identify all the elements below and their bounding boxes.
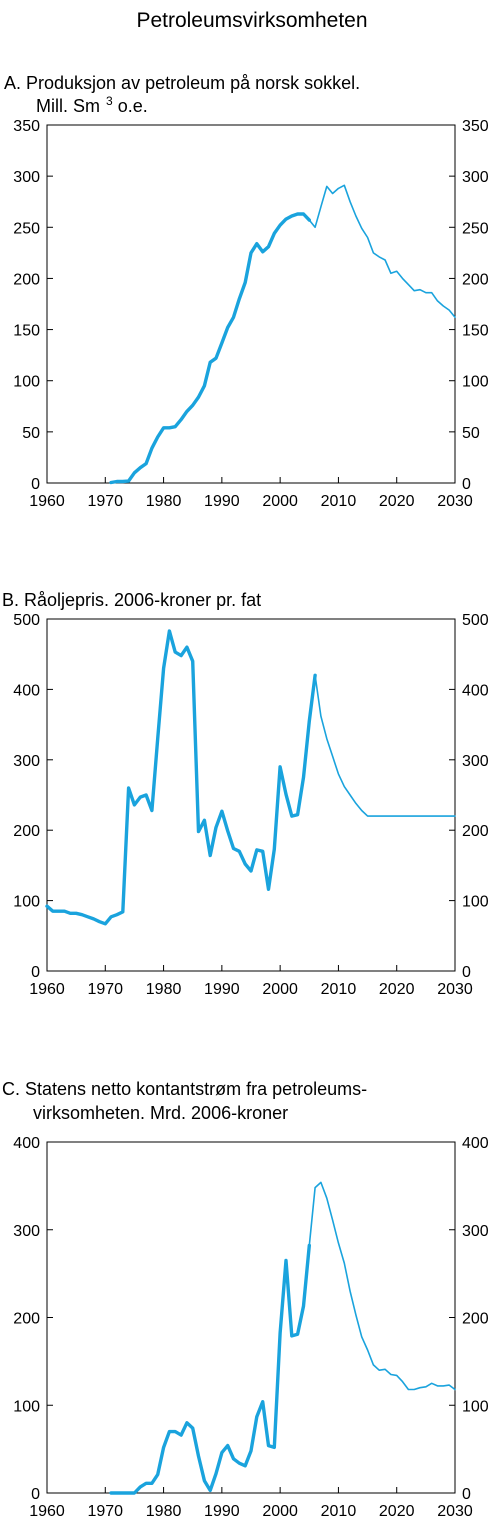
panel-a-ytick-label-right: 300 (462, 169, 489, 186)
panel-a-title-unit: Mill. Sm (36, 96, 100, 116)
panel-c-series-projection (308, 1181, 456, 1391)
panel-c-ytick-label-right: 0 (462, 1486, 471, 1503)
panel-a-xtick-label: 1980 (146, 493, 182, 510)
panel-c-title-line2: virksomheten. Mrd. 2006-kroner (33, 1103, 288, 1123)
panel-a-ytick-label-left: 250 (13, 220, 40, 237)
panel-c-xtick-label: 1960 (29, 1503, 65, 1520)
panel-c-ytick-label-right: 300 (462, 1223, 489, 1240)
panel-b: B. Råoljepris. 2006-kroner pr. fat 0 0 100… (2, 590, 489, 998)
panel-b-series-historical (45, 629, 317, 926)
panel-b-xtick-label: 1960 (29, 981, 65, 998)
panel-a-ytick-label-right: 50 (462, 425, 480, 442)
panel-b-xtick-label: 2020 (379, 981, 415, 998)
panel-a-series-projection (308, 184, 456, 319)
panel-b-series-projection (314, 674, 456, 817)
panel-a-ytick-label-right: 250 (462, 220, 489, 237)
panel-b-xtick-label: 1970 (87, 981, 123, 998)
panel-b-ytick-label-right: 100 (462, 894, 489, 911)
panel-c-xtick-label: 1990 (204, 1503, 240, 1520)
panel-a-xtick-label: 2030 (437, 493, 473, 510)
panel-c-ytick-label-left: 300 (13, 1223, 40, 1240)
panel-c-plot-frame (46, 1141, 456, 1494)
panel-a-ytick-label-left: 150 (13, 323, 40, 340)
panel-a-title-unit-end: o.e. (113, 96, 148, 116)
panel-c-ytick-label-left: 400 (13, 1135, 40, 1152)
panel-a-title-line1: A. Produksjon av petroleum på norsk sokk… (4, 73, 360, 93)
panel-a-plot-frame (46, 124, 456, 484)
panel-a-xtick-label: 1990 (204, 493, 240, 510)
panel-b-ytick-label-left: 500 (13, 612, 40, 629)
panel-c-xtick-label: 1970 (87, 1503, 123, 1520)
panel-b-xtick-label: 1980 (146, 981, 182, 998)
panel-a-ytick-label-left: 100 (13, 374, 40, 391)
panel-a: A. Produksjon av petroleum på norsk sokk… (4, 73, 489, 510)
panel-a-title-line2: Mill. Sm 3 o.e. (36, 94, 148, 116)
panel-c-xtick-label: 1980 (146, 1503, 182, 1520)
panel-a-ytick-label-left: 50 (22, 425, 40, 442)
panel-b-ytick-label-right: 300 (462, 753, 489, 770)
panel-c: C. Statens netto kontantstrøm fra petrol… (2, 1079, 489, 1520)
panel-b-xtick-label: 2010 (321, 981, 357, 998)
panel-c-xtick-label: 2030 (437, 1503, 473, 1520)
panel-b-ytick-label-left: 200 (13, 823, 40, 840)
panel-a-xtick-label: 1970 (87, 493, 123, 510)
panel-c-xtick-label: 2020 (379, 1503, 415, 1520)
panel-b-plot-frame (46, 618, 456, 972)
panel-a-ytick-label-left: 200 (13, 271, 40, 288)
panel-a-xtick-label: 1960 (29, 493, 65, 510)
panel-a-ytick-label-right: 0 (462, 476, 471, 493)
panel-b-ytick-label-right: 0 (462, 964, 471, 981)
panel-c-title-line1: C. Statens netto kontantstrøm fra petrol… (2, 1079, 367, 1099)
panel-b-xtick-label: 2030 (437, 981, 473, 998)
panel-b-ytick-label-right: 200 (462, 823, 489, 840)
panel-c-ytick-label-right: 100 (462, 1398, 489, 1415)
panel-b-ytick-label-right: 400 (462, 682, 489, 699)
panel-a-xtick-label: 2010 (321, 493, 357, 510)
panel-b-ytick-label-left: 0 (31, 964, 40, 981)
panel-a-ytick-label-left: 0 (31, 476, 40, 493)
panel-c-ytick-label-left: 0 (31, 1486, 40, 1503)
page-title: Petroleumsvirksomheten (136, 9, 367, 32)
panel-b-ytick-label-left: 400 (13, 682, 40, 699)
panel-b-ytick-label-right: 500 (462, 612, 489, 629)
panel-b-ytick-label-left: 100 (13, 894, 40, 911)
panel-b-xtick-label: 1990 (204, 981, 240, 998)
panel-a-ytick-label-left: 350 (13, 118, 40, 135)
panel-a-ytick-label-right: 150 (462, 323, 489, 340)
panel-a-ytick-label-right: 350 (462, 118, 489, 135)
panel-a-xtick-label: 2020 (379, 493, 415, 510)
panel-c-xtick-label: 2000 (262, 1503, 298, 1520)
panel-b-title: B. Råoljepris. 2006-kroner pr. fat (2, 590, 261, 610)
panel-c-ytick-label-left: 100 (13, 1398, 40, 1415)
panel-c-ytick-label-right: 200 (462, 1311, 489, 1328)
panel-a-xtick-label: 2000 (262, 493, 298, 510)
panel-b-xtick-label: 2000 (262, 981, 298, 998)
panel-c-ytick-label-right: 400 (462, 1135, 489, 1152)
panel-a-ytick-label-right: 200 (462, 271, 489, 288)
panel-c-ytick-label-left: 200 (13, 1311, 40, 1328)
panel-c-series-historical (109, 1243, 311, 1495)
panel-a-ytick-label-left: 300 (13, 169, 40, 186)
panel-c-xtick-label: 2010 (321, 1503, 357, 1520)
panel-a-title-superscript: 3 (106, 94, 113, 108)
panel-b-ytick-label-left: 300 (13, 753, 40, 770)
panel-a-ytick-label-right: 100 (462, 374, 489, 391)
panel-a-series-historical (109, 212, 311, 485)
